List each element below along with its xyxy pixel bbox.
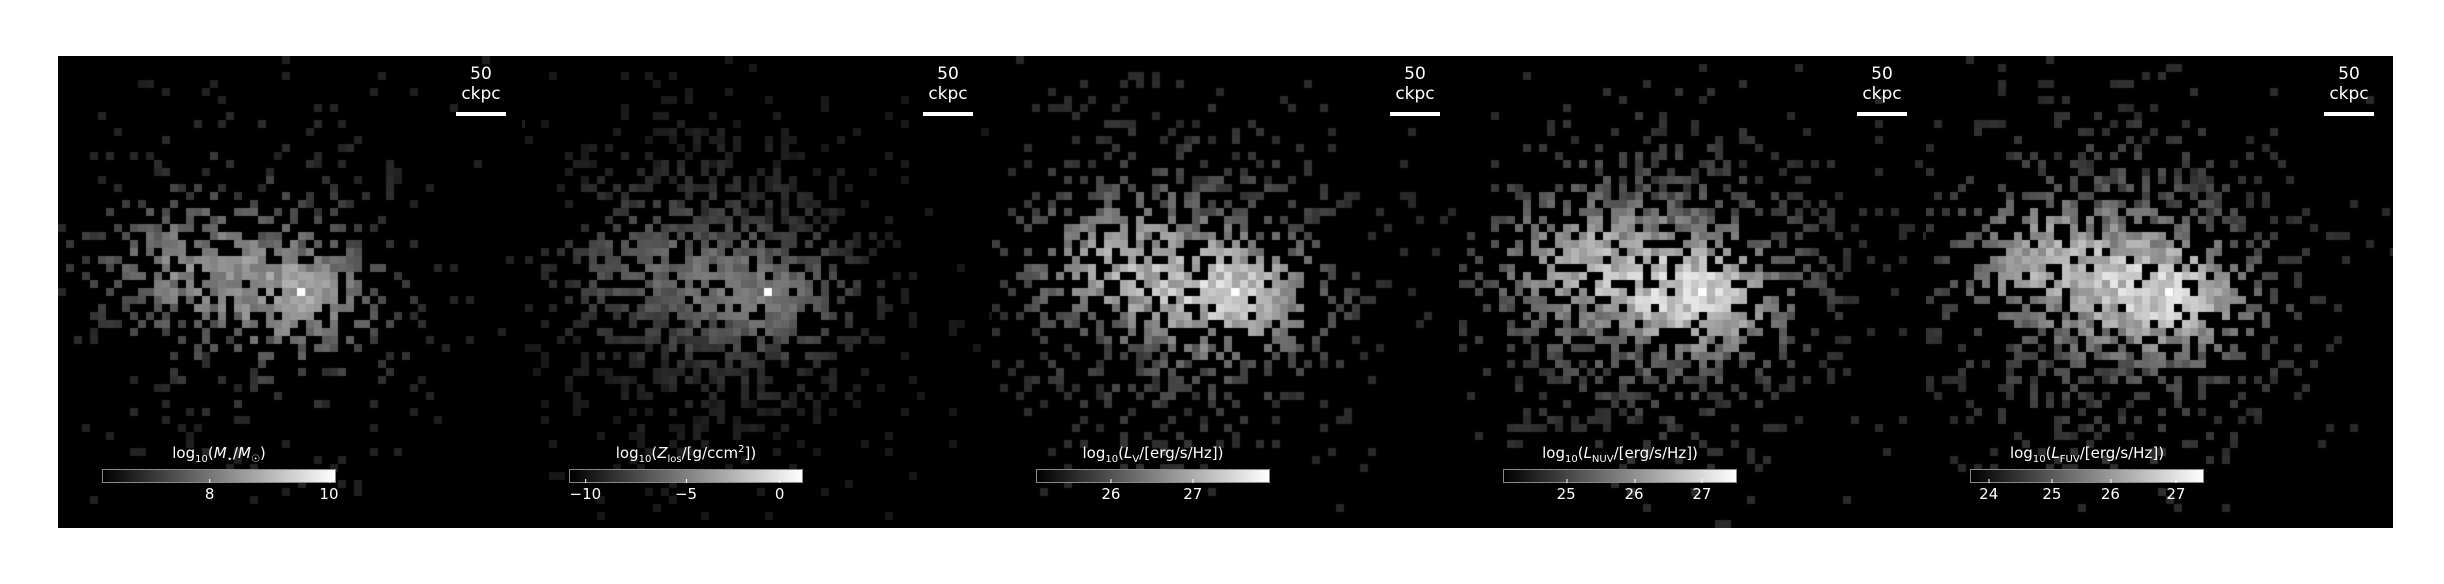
colorbar: log10(M⋆/M☉) 8 10: [102, 444, 342, 505]
colorbar-tick-label: 8: [204, 479, 215, 503]
colorbar-label: log10(Zlos/[g/ccm2]): [615, 444, 757, 465]
scale-bar-label: 50 ckpc: [1862, 64, 1902, 104]
galaxy-map-image: [58, 56, 525, 528]
map-panel-2: 50 ckpc log10(Zlos/[g/ccm2]) −10 −5 0: [525, 56, 992, 528]
scale-bar-label: 50 ckpc: [2329, 64, 2369, 104]
colorbar-ticks: 25 26 27: [1503, 479, 1737, 505]
colorbar-label: log10(LFUV/[erg/s/Hz]): [2009, 444, 2165, 465]
map-panel-4: 50 ckpc log10(LNUV/[erg/s/Hz]) 25 26 27: [1459, 56, 1926, 528]
colorbar-tick-label: 26: [1624, 479, 1644, 503]
colorbar-tick-label: 26: [2100, 479, 2120, 503]
colorbar-gradient: [102, 469, 336, 483]
scale-bar: 50 ckpc: [2319, 64, 2379, 116]
scale-bar: 50 ckpc: [451, 64, 511, 116]
colorbar-label: log10(LV/[erg/s/Hz]): [1082, 444, 1224, 465]
colorbar-ticks: 8 10: [102, 479, 339, 505]
scale-bar-line: [1390, 112, 1440, 116]
colorbar-tick-label: 27: [2166, 479, 2186, 503]
colorbar-tick-label: 26: [1101, 479, 1121, 503]
colorbar-ticks: −10 −5 0: [569, 479, 803, 505]
map-panel-3: 50 ckpc log10(LV/[erg/s/Hz]) 26 27: [992, 56, 1459, 528]
scale-bar-line: [1857, 112, 1907, 116]
colorbar-tick-label: 25: [2042, 479, 2062, 503]
colorbar-gradient: [1036, 469, 1270, 483]
colorbar-tick-label: 25: [1556, 479, 1576, 503]
map-panel-1: 50 ckpc log10(M⋆/M☉) 8 10: [58, 56, 525, 528]
scale-bar: 50 ckpc: [1385, 64, 1445, 116]
galaxy-map-image: [1926, 56, 2393, 528]
scale-bar-line: [923, 112, 973, 116]
colorbar: log10(Zlos/[g/ccm2]) −10 −5 0: [569, 444, 809, 505]
colorbar-tick-label: 24: [1979, 479, 1999, 503]
galaxy-map-image: [992, 56, 1459, 528]
colorbar: log10(LV/[erg/s/Hz]) 26 27: [1036, 444, 1276, 505]
scale-bar-label: 50 ckpc: [1395, 64, 1435, 104]
scale-bar-line: [2324, 112, 2374, 116]
scale-bar-label: 50 ckpc: [928, 64, 968, 104]
scale-bar: 50 ckpc: [1852, 64, 1912, 116]
colorbar: log10(LFUV/[erg/s/Hz]) 24 25 26 27: [1970, 444, 2210, 505]
colorbar-label: log10(M⋆/M☉): [172, 444, 266, 465]
colorbar-gradient: [569, 469, 803, 483]
colorbar-ticks: 24 25 26 27: [1970, 479, 2204, 505]
scale-bar-label: 50 ckpc: [461, 64, 501, 104]
colorbar-label: log10(LNUV/[erg/s/Hz]): [1542, 444, 1698, 465]
colorbar-tick-label: 27: [1183, 479, 1203, 503]
scale-bar: 50 ckpc: [918, 64, 978, 116]
colorbar-tick-label: −10: [569, 479, 602, 503]
colorbar-gradient: [1503, 469, 1737, 483]
colorbar-tick-label: 27: [1692, 479, 1712, 503]
colorbar-gradient: [1970, 469, 2204, 483]
colorbar-tick-label: −5: [674, 479, 698, 503]
colorbar: log10(LNUV/[erg/s/Hz]) 25 26 27: [1503, 444, 1743, 505]
galaxy-map-image: [525, 56, 992, 528]
scale-bar-line: [456, 112, 506, 116]
galaxy-map-image: [1459, 56, 1926, 528]
colorbar-tick-label: 0: [774, 479, 785, 503]
colorbar-tick-label: 10: [319, 479, 339, 503]
colorbar-ticks: 26 27: [1036, 479, 1270, 505]
map-panel-5: 50 ckpc log10(LFUV/[erg/s/Hz]) 24 25 26 27: [1926, 56, 2393, 528]
